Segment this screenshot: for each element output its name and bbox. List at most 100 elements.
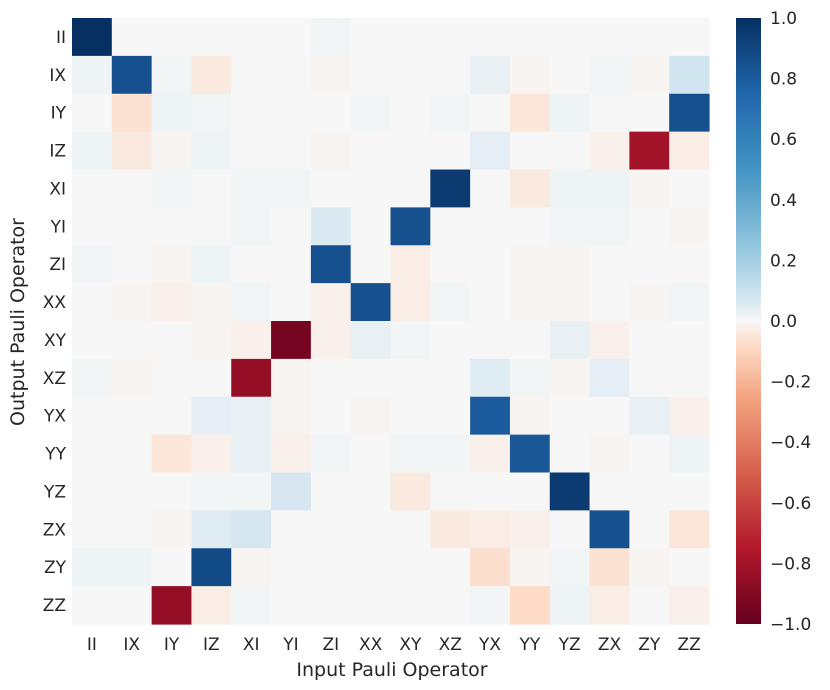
heatmap-cell-II-IX — [111, 18, 153, 57]
x-tick-label-YI: YI — [282, 635, 298, 655]
heatmap-cell-IX-XZ — [430, 55, 471, 95]
y-axis-label: Output Pauli Operator — [7, 218, 29, 426]
heatmap-cell-IY-ZI — [310, 93, 352, 133]
heatmap-cell-YZ-ZI — [310, 472, 352, 511]
colorbar-tick-label: 0.2 — [770, 251, 797, 271]
y-tick-label-IZ: IZ — [49, 142, 66, 162]
heatmap-cell-ZY-XZ — [430, 548, 471, 587]
heatmap-cell-YY-YI — [271, 434, 312, 474]
heatmap-cell-ZI-IX — [111, 245, 153, 284]
y-tick-label-IY: IY — [51, 104, 67, 124]
heatmap-cell-YY-YX — [470, 434, 511, 474]
heatmap-cell-XX-YY — [509, 283, 551, 322]
heatmap-cell-ZZ-ZZ — [669, 586, 710, 625]
heatmap-cell-ZY-YX — [470, 548, 511, 587]
heatmap-cell-ZX-XZ — [430, 510, 471, 549]
heatmap-cell-ZX-YZ — [549, 510, 591, 549]
y-tick-label-XY: XY — [44, 331, 67, 351]
heatmap-cell-XI-YY — [509, 169, 551, 208]
heatmap-cell-YY-ZX — [589, 434, 630, 474]
x-tick-label-YY: YY — [518, 635, 540, 655]
heatmap-cell-YZ-XI — [231, 472, 272, 511]
heatmap-cell-IX-YX — [470, 55, 511, 95]
heatmap-cell-IZ-ZZ — [669, 131, 710, 171]
heatmap-cell-YZ-II — [72, 472, 113, 511]
heatmap-cell-YI-IY — [151, 207, 193, 246]
heatmap-cell-YZ-ZX — [589, 472, 630, 511]
heatmap-cell-IZ-YY — [509, 131, 551, 171]
heatmap-cell-XZ-ZX — [589, 358, 630, 398]
y-tick-labels: II IX IY IZ XI YI ZI XX XY XZ YX YY YZ ZX ZY ZZ — [43, 28, 67, 616]
x-axis-label: Input Pauli Operator — [296, 659, 487, 681]
heatmap-cell-ZZ-XX — [350, 586, 392, 625]
heatmap-cell-XI-IY — [151, 169, 193, 208]
x-tick-label-XZ: XZ — [439, 635, 462, 655]
heatmap-cell-ZI-ZI — [310, 245, 352, 284]
heatmap-cell-XY-IX — [111, 321, 153, 360]
heatmap-cell-ZY-XI — [231, 548, 272, 587]
heatmap-cell-ZY-IY — [151, 548, 193, 587]
heatmap-cell-XY-YX — [470, 321, 511, 360]
heatmap-cell-XZ-XI — [231, 358, 272, 398]
heatmap-cell-ZI-YY — [509, 245, 551, 284]
heatmap-cell-IY-YY — [509, 93, 551, 133]
heatmap-cell-XY-ZY — [629, 321, 670, 360]
heatmap-cell-YX-YX — [470, 396, 511, 436]
x-tick-label-IX: IX — [123, 635, 140, 655]
heatmap-cell-XI-IX — [111, 169, 153, 208]
heatmap-cell-IZ-IZ — [191, 131, 232, 171]
heatmap-cell-ZZ-XI — [231, 586, 272, 625]
heatmap-cell-XI-ZX — [589, 169, 630, 208]
y-tick-label-YY: YY — [44, 445, 66, 465]
heatmap-cell-YI-ZY — [629, 207, 670, 246]
heatmap-cell-XZ-YI — [271, 358, 312, 398]
x-tick-label-XY: XY — [399, 635, 422, 655]
x-tick-label-YX: YX — [478, 635, 501, 655]
heatmap-cell-IZ-IX — [111, 131, 153, 171]
heatmap-cell-YX-IZ — [191, 396, 232, 436]
x-tick-labels: II IX IY IZ XI YI ZI XX XY XZ YX YY YZ ZX ZY ZZ — [87, 635, 701, 655]
heatmap-cell-XY-IZ — [191, 321, 232, 360]
heatmap-cell-ZI-XY — [390, 245, 431, 284]
heatmap-cell-II-IZ — [191, 18, 232, 57]
heatmap-cell-II-YY — [509, 18, 551, 57]
heatmap-cell-YY-IZ — [191, 434, 232, 474]
colorbar-tick-label: −0.4 — [770, 433, 811, 453]
heatmap-cell-YI-XZ — [430, 207, 471, 246]
heatmap-cell-YX-XY — [390, 396, 431, 436]
heatmap-cell-YI-YX — [470, 207, 511, 246]
heatmap-cell-ZI-ZY — [629, 245, 670, 284]
heatmap-cell-XY-ZI — [310, 321, 352, 360]
heatmap-cell-YY-IX — [111, 434, 153, 474]
heatmap-cell-IY-ZZ — [669, 93, 710, 133]
heatmap-cell-IY-YX — [470, 93, 511, 133]
heatmap-cell-ZX-XI — [231, 510, 272, 549]
colorbar-tick-label: 0.4 — [770, 191, 797, 211]
heatmap-cell-XY-ZX — [589, 321, 630, 360]
heatmap-cell-ZY-YZ — [549, 548, 591, 587]
heatmap-cell-YZ-IY — [151, 472, 193, 511]
heatmap-cell-ZY-ZY — [629, 548, 670, 587]
heatmap-cell-XX-YX — [470, 283, 511, 322]
heatmap-cell-IX-IX — [111, 55, 153, 95]
heatmap-cell-YZ-XY — [390, 472, 431, 511]
heatmap-cell-IZ-YZ — [549, 131, 591, 171]
heatmap-cells — [72, 18, 710, 625]
heatmap-cell-XX-ZX — [589, 283, 630, 322]
heatmap-cell-XY-XZ — [430, 321, 471, 360]
heatmap-cell-YI-IX — [111, 207, 153, 246]
heatmap-cell-ZZ-IX — [111, 586, 153, 625]
x-tick-label-ZZ: ZZ — [677, 635, 700, 655]
heatmap-cell-XZ-XY — [390, 358, 431, 398]
heatmap-cell-ZZ-YY — [509, 586, 551, 625]
heatmap-cell-IX-ZY — [629, 55, 670, 95]
heatmap-cell-XZ-YY — [509, 358, 551, 398]
heatmap-cell-XX-ZZ — [669, 283, 710, 322]
heatmap-cell-YZ-XZ — [430, 472, 471, 511]
heatmap-cell-XZ-XZ — [430, 358, 471, 398]
heatmap-cell-YY-ZZ — [669, 434, 710, 474]
heatmap-cell-YX-ZX — [589, 396, 630, 436]
heatmap-cell-ZI-YI — [271, 245, 312, 284]
y-tick-label-ZX: ZX — [43, 520, 67, 540]
